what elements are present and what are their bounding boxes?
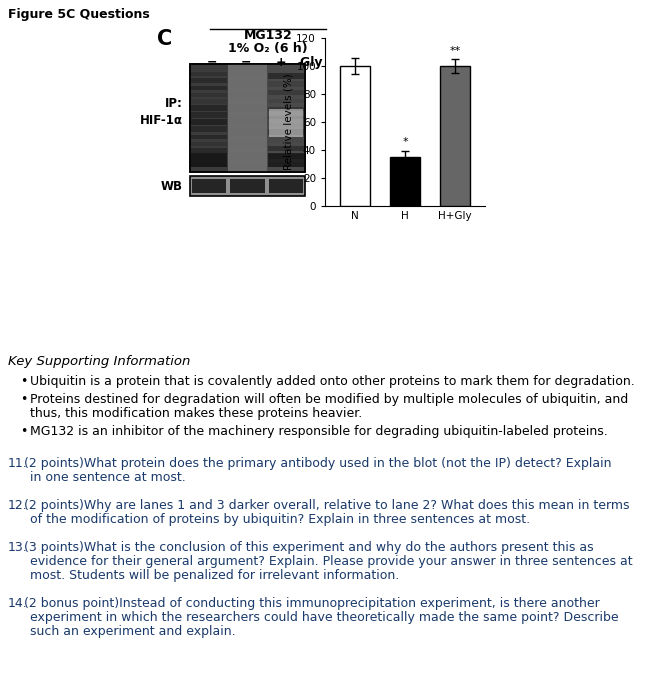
Text: WB: WB bbox=[161, 179, 183, 192]
Bar bbox=[268, 137, 304, 143]
Text: IP:
HIF-1α: IP: HIF-1α bbox=[140, 97, 183, 127]
Bar bbox=[340, 66, 370, 206]
Bar bbox=[191, 85, 227, 90]
Text: •: • bbox=[20, 425, 27, 438]
Bar bbox=[229, 148, 266, 152]
Bar bbox=[268, 81, 304, 87]
Text: experiment in which the researchers could have theoretically made the same point: experiment in which the researchers coul… bbox=[30, 611, 618, 624]
Bar bbox=[268, 154, 304, 159]
Text: MG132 is an inhibitor of the machinery responsible for degrading ubiquitin-label: MG132 is an inhibitor of the machinery r… bbox=[30, 425, 608, 438]
Text: −: − bbox=[241, 56, 251, 69]
Bar bbox=[268, 129, 304, 135]
Text: −: − bbox=[207, 56, 217, 69]
Text: •: • bbox=[20, 375, 27, 388]
Text: *: * bbox=[402, 137, 408, 147]
Bar bbox=[191, 155, 227, 160]
Text: MG132: MG132 bbox=[244, 29, 292, 42]
Bar bbox=[228, 64, 267, 172]
Bar bbox=[191, 164, 227, 167]
Text: 14.: 14. bbox=[8, 597, 28, 610]
Bar bbox=[191, 99, 227, 104]
Bar bbox=[191, 119, 227, 125]
Bar bbox=[390, 157, 420, 206]
Text: Figure 5C Questions: Figure 5C Questions bbox=[8, 8, 150, 21]
Bar bbox=[229, 100, 266, 104]
Text: +: + bbox=[276, 56, 286, 69]
Bar bbox=[191, 78, 227, 83]
Bar bbox=[268, 107, 304, 111]
Text: 12.: 12. bbox=[8, 499, 28, 512]
Text: of the modification of proteins by ubiquitin? Explain in three sentences at most: of the modification of proteins by ubiqu… bbox=[30, 513, 530, 526]
Text: in one sentence at most.: in one sentence at most. bbox=[30, 471, 185, 484]
Bar bbox=[268, 153, 304, 167]
Bar bbox=[190, 176, 305, 196]
Text: thus, this modification makes these proteins heavier.: thus, this modification makes these prot… bbox=[30, 407, 362, 420]
Text: 1% O₂ (6 h): 1% O₂ (6 h) bbox=[228, 42, 308, 55]
Bar bbox=[191, 148, 227, 153]
Bar bbox=[192, 179, 226, 193]
Bar bbox=[191, 105, 227, 111]
Bar bbox=[191, 93, 227, 97]
Bar bbox=[267, 64, 305, 172]
Bar bbox=[191, 135, 227, 139]
Bar bbox=[191, 72, 227, 76]
Bar bbox=[268, 91, 304, 95]
Bar bbox=[191, 141, 227, 146]
Bar bbox=[230, 179, 265, 193]
Text: (2 points)What protein does the primary antibody used in the blot (not the IP) d: (2 points)What protein does the primary … bbox=[24, 457, 612, 470]
Bar bbox=[191, 153, 227, 167]
Text: evidence for their general argument? Explain. Please provide your answer in thre: evidence for their general argument? Exp… bbox=[30, 555, 633, 568]
Bar bbox=[268, 162, 304, 167]
Bar bbox=[190, 64, 305, 172]
Bar bbox=[268, 146, 304, 151]
Text: Ubiquitin is a protein that is covalently added onto other proteins to mark them: Ubiquitin is a protein that is covalentl… bbox=[30, 375, 635, 388]
Text: (2 points)Why are lanes 1 and 3 darker overall, relative to lane 2? What does th: (2 points)Why are lanes 1 and 3 darker o… bbox=[24, 499, 630, 512]
Text: **: ** bbox=[449, 46, 461, 56]
Bar bbox=[268, 99, 304, 103]
Bar bbox=[190, 64, 228, 172]
Text: Proteins destined for degradation will often be modified by multiple molecules o: Proteins destined for degradation will o… bbox=[30, 393, 628, 406]
Text: 13.: 13. bbox=[8, 541, 28, 554]
Bar bbox=[191, 127, 227, 132]
Y-axis label: Relative levels (%): Relative levels (%) bbox=[283, 74, 294, 171]
Bar bbox=[269, 109, 303, 137]
Bar bbox=[229, 88, 266, 92]
Bar bbox=[269, 179, 303, 193]
Bar bbox=[268, 116, 304, 119]
Bar bbox=[190, 64, 305, 172]
Text: •: • bbox=[20, 393, 27, 406]
Bar bbox=[440, 66, 470, 206]
Text: such an experiment and explain.: such an experiment and explain. bbox=[30, 625, 236, 638]
Text: Gly (5 μM): Gly (5 μM) bbox=[300, 56, 374, 69]
Text: most. Students will be penalized for irrelevant information.: most. Students will be penalized for irr… bbox=[30, 569, 399, 582]
Text: (2 bonus point)Instead of conducting this immunoprecipitation experiment, is the: (2 bonus point)Instead of conducting thi… bbox=[24, 597, 600, 610]
Bar bbox=[229, 160, 266, 164]
Bar bbox=[229, 136, 266, 140]
Bar bbox=[229, 77, 266, 80]
Text: C: C bbox=[157, 29, 172, 49]
Text: 11.: 11. bbox=[8, 457, 28, 470]
Text: (3 points)What is the conclusion of this experiment and why do the authors prese: (3 points)What is the conclusion of this… bbox=[24, 541, 593, 554]
Bar bbox=[268, 123, 304, 127]
Bar bbox=[268, 73, 304, 79]
Bar bbox=[229, 125, 266, 128]
Bar bbox=[229, 112, 266, 116]
Bar bbox=[191, 112, 227, 118]
Text: Key Supporting Information: Key Supporting Information bbox=[8, 355, 190, 368]
